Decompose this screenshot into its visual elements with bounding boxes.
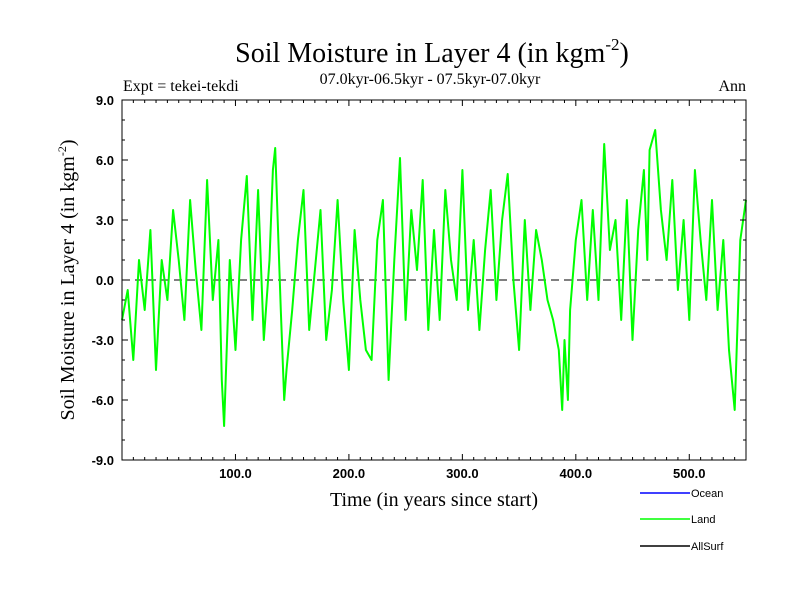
y-axis-label-close: ) (57, 139, 79, 146)
series-layer (121, 129, 747, 427)
legend-label-ocean: Ocean (691, 488, 723, 500)
x-tick-label: 300.0 (446, 466, 479, 481)
y-tick-label: -9.0 (92, 453, 114, 468)
title-superscript: -2 (605, 35, 619, 54)
legend-label-allsurf: AllSurf (691, 541, 724, 553)
y-tick-label: 0.0 (96, 273, 114, 288)
y-axis-label: Soil Moisture in Layer 4 (in kgm-2) (55, 139, 79, 420)
x-tick-label: 100.0 (219, 466, 252, 481)
period-label: Ann (718, 78, 746, 95)
x-axis-label: Time (in years since start) (330, 489, 538, 511)
series-line-land (121, 129, 747, 427)
title-close: ) (620, 38, 629, 69)
y-axis-label-text: Soil Moisture in Layer 4 (in kgm (57, 156, 79, 421)
x-tick-label: 500.0 (673, 466, 706, 481)
legend: Ocean Land AllSurf (640, 488, 724, 553)
chart-title: Soil Moisture in Layer 4 (in kgm-2) (235, 35, 629, 69)
chart-subtitle: 07.0kyr-06.5kyr - 07.5kyr-07.0kyr (320, 71, 541, 88)
legend-label-land: Land (691, 514, 715, 526)
y-tick-label: 9.0 (96, 93, 114, 108)
x-tick-label: 400.0 (560, 466, 593, 481)
y-tick-label: -3.0 (92, 333, 114, 348)
y-tick-label: 6.0 (96, 153, 114, 168)
experiment-label: Expt = tekei-tekdi (123, 78, 239, 95)
title-text: Soil Moisture in Layer 4 (in kgm (235, 38, 605, 69)
y-axis-label-superscript: -2 (55, 146, 69, 156)
axis-layer: 100.0 200.0 300.0 400.0 500.0 -9.0 -6.0 -3.0 0.0… (92, 93, 747, 481)
y-tick-label: 3.0 (96, 213, 114, 228)
x-tick-label: 200.0 (333, 466, 366, 481)
y-tick-label: -6.0 (92, 393, 114, 408)
